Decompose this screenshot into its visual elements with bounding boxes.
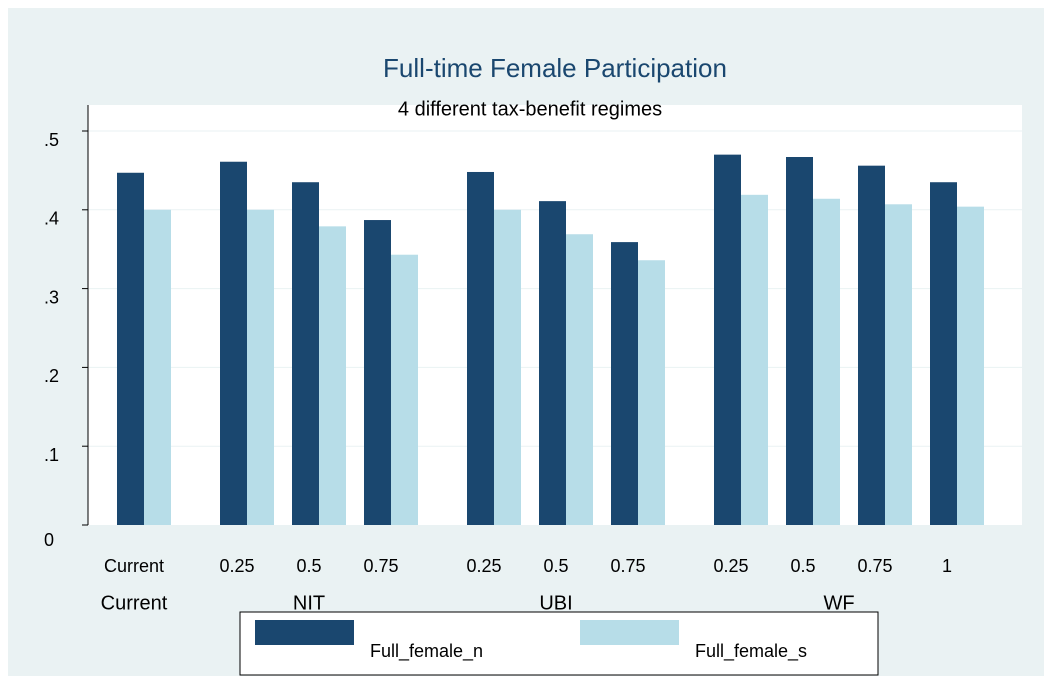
x-tick-label: 0.25 <box>466 556 501 576</box>
group-label: NIT <box>293 592 325 614</box>
group-label: WF <box>823 592 854 614</box>
bar <box>391 254 418 525</box>
bar <box>220 161 247 525</box>
x-tick-label: 0.75 <box>610 556 645 576</box>
bar <box>117 172 144 525</box>
bar <box>714 154 741 525</box>
y-tick-label: .1 <box>44 445 59 465</box>
bar <box>319 226 346 525</box>
legend-swatch <box>255 620 354 645</box>
x-tick-label: 0.75 <box>857 556 892 576</box>
bar <box>364 220 391 525</box>
legend-swatch <box>580 620 679 645</box>
bar <box>539 201 566 525</box>
group-label: UBI <box>539 592 572 614</box>
legend-label: Full_female_n <box>370 641 483 662</box>
bar <box>786 157 813 525</box>
bar <box>494 209 521 526</box>
bar <box>858 165 885 525</box>
bar <box>292 182 319 525</box>
x-tick-label: 0.25 <box>713 556 748 576</box>
chart-subtitle: 4 different tax-benefit regimes <box>398 98 662 120</box>
bar <box>467 171 494 525</box>
x-tick-label: 0.5 <box>543 556 568 576</box>
y-tick-label: .3 <box>44 287 59 307</box>
x-tick-label: 0.75 <box>363 556 398 576</box>
legend-label: Full_female_s <box>695 641 807 662</box>
bar <box>813 198 840 525</box>
bar <box>144 209 171 526</box>
bar <box>566 234 593 525</box>
x-tick-label: 1 <box>942 556 952 576</box>
group-label: Current <box>101 592 168 614</box>
chart-title: Full-time Female Participation <box>383 53 727 83</box>
bar <box>611 242 638 525</box>
bar <box>885 204 912 525</box>
y-tick-label: .4 <box>44 209 59 229</box>
bar <box>638 260 665 525</box>
x-tick-label: Current <box>104 556 164 576</box>
bar <box>930 182 957 525</box>
x-tick-label: 0.25 <box>219 556 254 576</box>
y-tick-label: .2 <box>44 366 59 386</box>
y-tick-label: .5 <box>44 130 59 150</box>
bar <box>957 206 984 525</box>
x-tick-label: 0.5 <box>790 556 815 576</box>
bar <box>741 194 768 525</box>
y-tick-label: 0 <box>44 530 54 550</box>
x-tick-label: 0.5 <box>296 556 321 576</box>
bar <box>247 209 274 526</box>
